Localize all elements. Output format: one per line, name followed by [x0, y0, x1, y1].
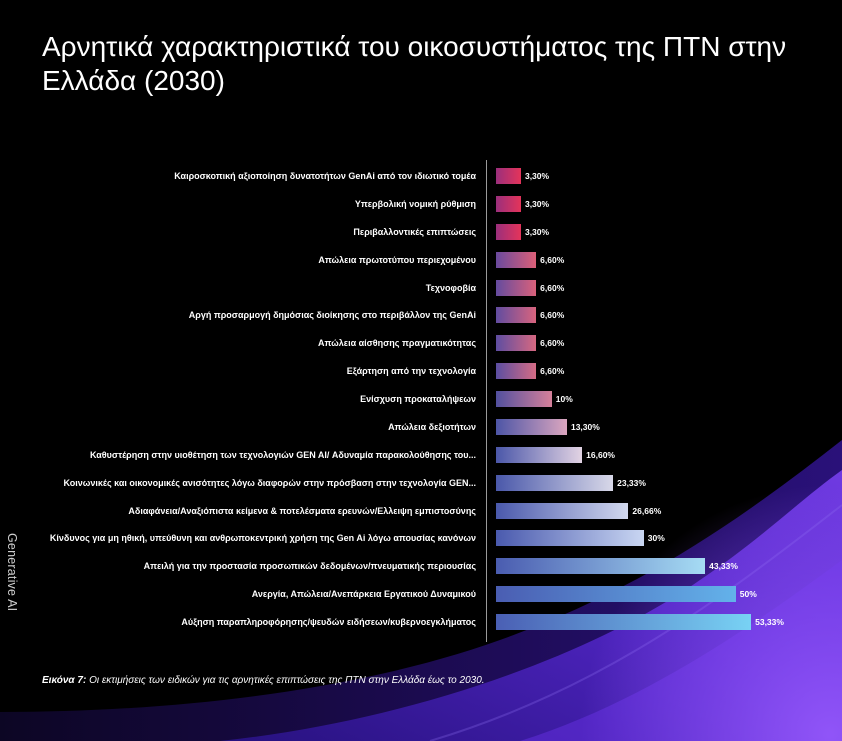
category-label: Ανεργία, Απώλεια/Ανεπάρκεια Εργατικού Δυ…	[251, 589, 476, 600]
figure-caption: Εικόνα 7: Οι εκτιμήσεις των ειδικών για τ…	[42, 674, 485, 688]
caption-text: Οι εκτιμήσεις των ειδικών για τις αρνητι…	[89, 675, 485, 686]
data-label: 6,60%	[540, 310, 565, 321]
data-label: 3,30%	[524, 171, 550, 181]
caption-label: Εικόνα 7:	[42, 675, 87, 686]
bar	[496, 586, 736, 603]
bar	[496, 251, 537, 268]
category-label: Καιροσκοπική αξιοποίηση δυνατοτήτων GenA…	[174, 171, 476, 181]
category-label: Απώλεια πρωτοτύπου περιεχομένου	[318, 254, 476, 265]
bar	[496, 279, 537, 296]
bar	[496, 307, 537, 324]
bar	[496, 502, 629, 519]
category-label: Κίνδυνος για μη ηθική, υπεύθυνη και ανθρ…	[49, 533, 476, 544]
category-label: Απώλεια αίσθησης πραγματικότητας	[318, 338, 476, 349]
data-label: 30%	[647, 533, 665, 544]
data-label: 53,33%	[755, 617, 784, 627]
category-label: Περιβαλλοντικές επιπτώσεις	[353, 226, 476, 237]
data-label: 26,66%	[632, 505, 662, 516]
data-label: 50%	[739, 589, 757, 600]
category-label: Υπερβολική νομική ρύθμιση	[354, 198, 476, 209]
bar	[496, 418, 567, 435]
bar	[496, 223, 521, 240]
data-label: 6,60%	[540, 338, 565, 349]
category-label: Καθυστέρηση στην υιοθέτηση των τεχνολογι…	[89, 449, 476, 460]
data-label: 16,60%	[586, 449, 615, 460]
category-label: Αύξηση παραπληροφόρησης/ψευδών ειδήσεων/…	[181, 617, 476, 627]
chart-title: Αρνητικά χαρακτηριστικά του οικοσυστήματ…	[42, 31, 787, 96]
category-label: Απειλή για την προστασία προσωπικών δεδο…	[143, 561, 476, 572]
bar	[496, 614, 752, 630]
category-label: Αργή προσαρμογή δημόσιας διοίκησης στο π…	[188, 310, 476, 321]
bar	[496, 168, 521, 184]
category-label: Απώλεια δεξιοτήτων	[388, 421, 476, 432]
bar	[496, 530, 644, 547]
category-label: Αδιαφάνεια/Αναξιόπιστα κείμενα & ποτελέσ…	[128, 505, 476, 516]
data-label: 6,60%	[540, 254, 565, 265]
data-label: 23,33%	[617, 477, 646, 488]
bar	[496, 446, 583, 463]
data-label: 13,30%	[570, 421, 600, 432]
bar	[496, 474, 614, 491]
category-label: Τεχνοφοβία	[425, 282, 476, 293]
data-label: 6,60%	[540, 282, 565, 293]
data-label: 6,60%	[540, 366, 565, 377]
y-axis-line	[486, 160, 487, 642]
data-label: 3,30%	[524, 198, 550, 209]
data-label: 3,30%	[524, 226, 550, 237]
bar	[496, 335, 537, 352]
data-label: 10%	[555, 394, 573, 404]
category-label: Κοινωνικές και οικονομικές ανισότητες λό…	[63, 477, 477, 488]
bar	[496, 558, 706, 575]
bar	[496, 363, 537, 380]
side-section-label: Generative AI	[5, 533, 19, 612]
category-label: Εξάρτηση από την τεχνολογία	[346, 366, 476, 377]
data-label: 43,33%	[709, 561, 738, 572]
category-label: Ενίσχυση προκαταλήψεων	[360, 394, 476, 404]
bar	[496, 391, 552, 407]
bar	[496, 195, 521, 212]
